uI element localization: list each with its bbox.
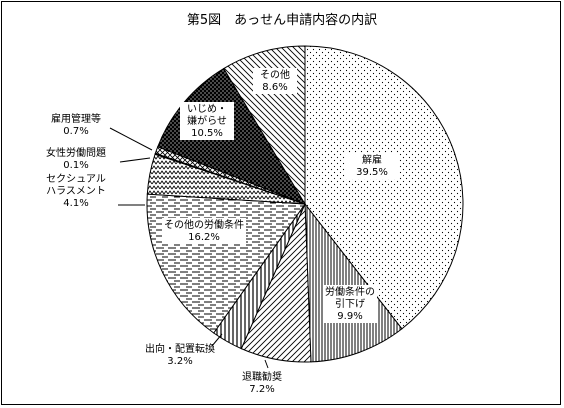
slice-value-label: 3.2% — [167, 356, 192, 367]
slice-value-label: 0.1% — [63, 160, 88, 171]
slice-name-label: セクシュアル — [46, 173, 106, 185]
slice-value-label: 8.6% — [262, 82, 287, 93]
slice-name-label: その他の労働条件 — [164, 218, 244, 231]
label-background — [253, 68, 297, 94]
pie-slice-dismissal — [304, 45, 464, 330]
slice-value-label: 0.7% — [63, 126, 88, 137]
slice-value-label: 7.2% — [249, 384, 274, 395]
slice-value-label: 4.1% — [63, 198, 88, 209]
label-background — [323, 285, 377, 323]
leader-line-retirement-encouragement — [264, 359, 269, 369]
leader-line-transfer-reassignment — [211, 333, 223, 347]
slice-value-label: 9.9% — [337, 311, 362, 322]
slice-name-label: いじめ・ — [187, 103, 227, 115]
label-background — [180, 102, 234, 140]
slice-name-label: 退職勧奨 — [242, 370, 282, 383]
slice-value-label: 10.5% — [191, 128, 223, 139]
chart-title: 第5図 あっせん申請内容の内訳 — [187, 12, 377, 28]
label-background — [345, 153, 399, 179]
leader-lines — [109, 127, 269, 369]
leader-line-employment-management — [109, 127, 153, 151]
slice-name-label: 嫌がらせ — [187, 114, 227, 127]
slice-name-label: 女性労働問題 — [46, 146, 106, 159]
slice-name-label: ハラスメント — [46, 185, 106, 197]
slice-value-label: 16.2% — [188, 232, 220, 243]
slice-name-label: 出向・配置転換 — [145, 342, 215, 355]
slice-name-label: 雇用管理等 — [51, 112, 101, 125]
label-background — [162, 218, 246, 244]
pie-slices — [146, 45, 464, 363]
slice-name-label: 労働条件の — [325, 285, 375, 298]
slice-name-label: 引下げ — [335, 298, 365, 310]
slice-name-label: 解雇 — [362, 153, 382, 166]
leader-line-women-labor-issues — [119, 157, 151, 163]
slice-value-label: 39.5% — [356, 167, 388, 178]
slice-name-label: その他 — [260, 68, 290, 81]
